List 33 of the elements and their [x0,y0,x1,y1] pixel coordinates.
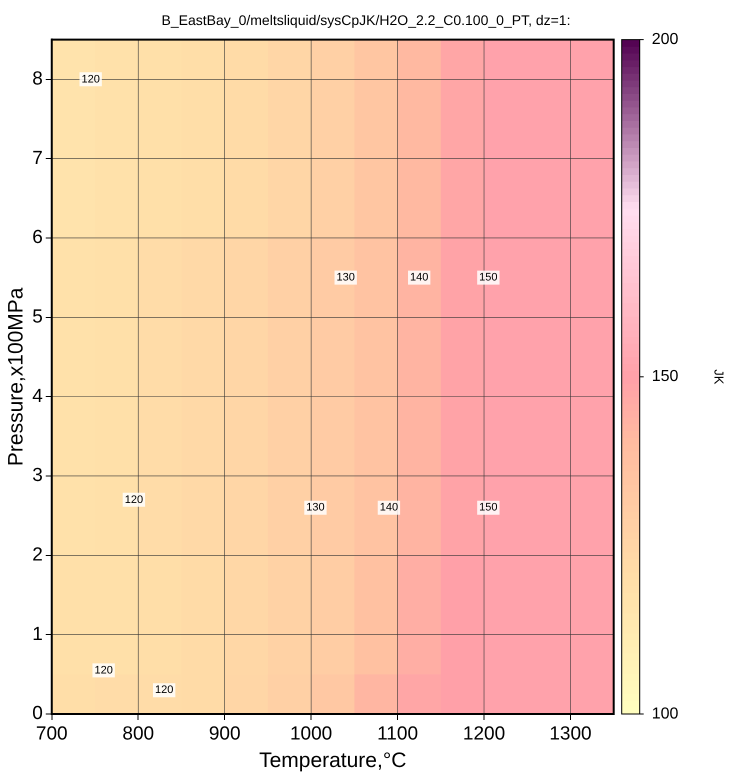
y-tick-label: 5 [32,306,43,328]
annotation: 140 [410,272,428,284]
x-tick-label: 1100 [377,724,418,745]
chart-title: B_EastBay_0/meltsliquid/sysCpJK/H2O_2.2_C0.100_0_PT, dz=1: [162,12,570,28]
annotation: 120 [81,73,100,86]
color-bar-label: 200 [652,31,678,48]
annotation: 120 [124,494,144,506]
y-tick-label: 8 [32,68,43,90]
annotation: 120 [154,684,174,696]
color-bar-title: JK [712,369,727,385]
y-tick-label: 1 [32,624,43,645]
x-tick-label: 1000 [290,724,332,745]
x-tick-label: 1200 [462,724,506,745]
x-tick-label: 800 [122,724,154,745]
x-tick-label: 900 [208,724,241,745]
annotation: 130 [336,272,355,284]
y-tick-label: 6 [32,227,43,248]
x-tick-label: 700 [36,724,68,745]
y-tick-label: 3 [32,465,43,486]
annotation: 120 [94,664,113,676]
y-axis-title: Pressure,x100MPa [4,287,28,466]
annotation: 150 [479,272,498,284]
annotation: 150 [479,502,498,514]
y-tick-label: 2 [32,544,43,566]
color-bar-label: 150 [652,368,678,386]
annotation: 130 [306,502,325,514]
y-tick-label: 0 [32,703,43,724]
y-tick-label: 7 [32,148,43,169]
annotation: 140 [380,502,398,514]
color-bar-label: 100 [652,705,678,722]
x-axis-title: Temperature,°C [259,749,406,772]
x-tick-label: 1300 [549,724,592,745]
y-tick-label: 4 [32,386,44,407]
